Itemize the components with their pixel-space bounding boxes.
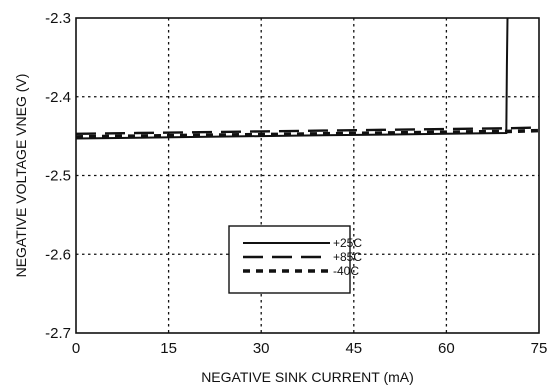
- y-axis-title: NEGATIVE VOLTAGE VNEG (V): [13, 74, 29, 278]
- legend-label: +25C: [333, 236, 362, 250]
- x-axis-title: NEGATIVE SINK CURRENT (mA): [201, 369, 414, 385]
- tick-labels: 0 15 30 45 60 75 -2.7 -2.6 -2.5 -2.4 -2.3: [45, 10, 547, 357]
- series-lines: [75, 17, 540, 140]
- y-tick-label: -2.4: [45, 89, 71, 106]
- y-tick-label: -2.6: [45, 246, 71, 263]
- x-tick-label: 15: [160, 340, 177, 357]
- legend-label: +85C: [333, 250, 362, 264]
- legend-box: [228, 225, 351, 294]
- y-tick-label: -2.3: [45, 10, 71, 27]
- y-tick-label: -2.7: [45, 325, 71, 342]
- x-tick-label: 30: [253, 340, 270, 357]
- series-line: [75, 17, 509, 140]
- legend: +25C+85C-40C: [228, 225, 362, 294]
- legend-label: -40C: [333, 264, 359, 278]
- x-tick-label: 60: [438, 340, 455, 357]
- legend-items: +25C+85C-40C: [243, 236, 362, 278]
- series-line: [75, 128, 540, 139]
- series-line: [75, 126, 540, 135]
- y-tick-label: -2.5: [45, 168, 71, 185]
- x-tick-label: 45: [345, 340, 362, 357]
- plot-frame: [75, 17, 540, 334]
- x-tick-label: 75: [531, 340, 548, 357]
- x-tick-label: 0: [72, 340, 80, 357]
- grid-lines: [76, 18, 539, 333]
